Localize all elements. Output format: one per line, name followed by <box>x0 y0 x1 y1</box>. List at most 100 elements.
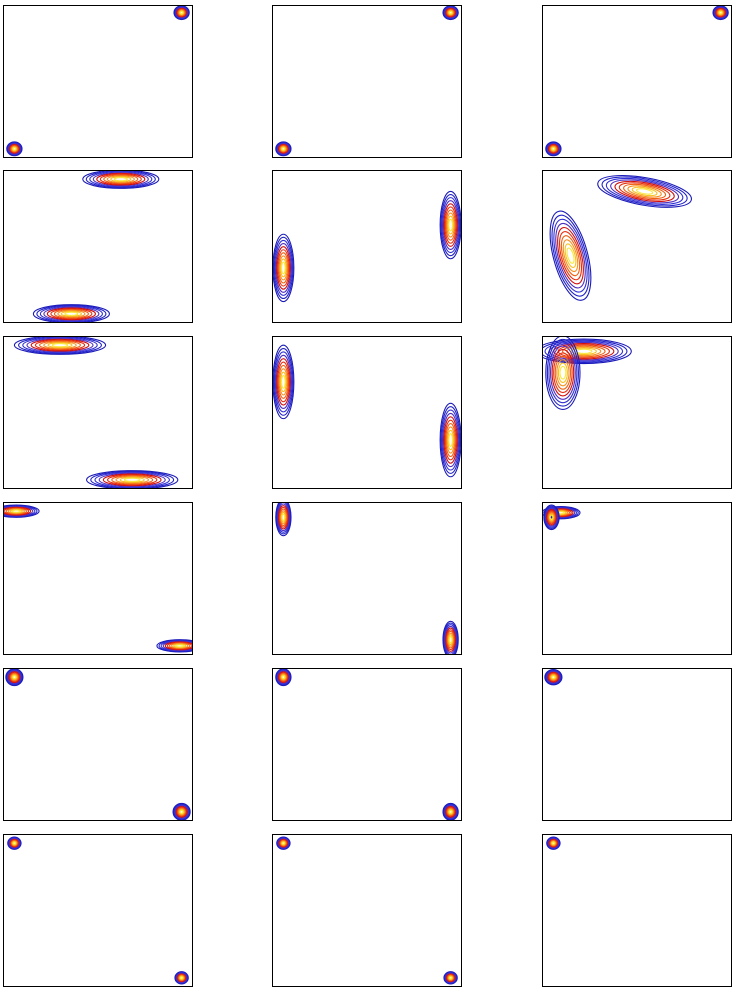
contour-line <box>549 514 554 520</box>
contour-line <box>445 423 456 458</box>
panel-frame <box>542 668 732 821</box>
contour-line <box>177 807 186 817</box>
contour-line <box>274 351 293 413</box>
contour-line <box>448 975 453 980</box>
contour-line <box>9 509 23 514</box>
contour-line <box>174 971 189 985</box>
contour-panel <box>542 5 732 158</box>
contour-line <box>713 6 728 19</box>
contour-line <box>546 836 561 850</box>
contour-line <box>549 673 558 682</box>
contour-line <box>178 809 185 815</box>
panel-background <box>542 5 732 158</box>
contour-line <box>280 511 286 523</box>
contour-line <box>546 338 579 407</box>
contour-line <box>160 640 193 652</box>
contour-line <box>548 144 559 154</box>
contour-line <box>98 472 166 488</box>
contour-line <box>715 7 726 18</box>
contour-line <box>545 669 562 685</box>
contour-line <box>176 806 187 817</box>
contour-panel <box>3 834 193 987</box>
contour-line <box>446 9 455 17</box>
contour-line <box>39 340 81 350</box>
contour-line <box>546 510 557 525</box>
contour-line <box>560 235 581 277</box>
panel-frame <box>542 5 732 158</box>
contour-line <box>548 672 559 682</box>
contour-line <box>92 171 149 187</box>
contour-panel <box>272 336 462 489</box>
contour-line <box>277 143 290 155</box>
contour-line <box>281 513 286 522</box>
contour-line <box>51 343 69 348</box>
contour-line <box>446 807 455 817</box>
panel-frame <box>542 834 732 987</box>
contour-line <box>173 643 187 648</box>
contour-line <box>275 243 292 293</box>
contour-line <box>26 337 94 353</box>
contour-line <box>550 146 556 152</box>
contour-line <box>447 9 454 16</box>
contour-line <box>631 186 658 197</box>
contour-line <box>273 236 294 300</box>
contour-line <box>547 511 556 524</box>
contour-line <box>279 255 288 281</box>
contour-line <box>3 505 38 518</box>
contour-line <box>444 419 457 461</box>
contour-line <box>718 10 723 15</box>
contour-line <box>278 144 289 154</box>
contour-line <box>111 475 154 485</box>
contour-line <box>545 141 562 157</box>
contour-line <box>544 505 559 529</box>
contour-line <box>280 371 287 393</box>
contour-line <box>53 309 89 319</box>
contour-line <box>443 416 458 464</box>
contour-line <box>175 971 189 984</box>
contour-line <box>10 673 18 681</box>
contour-line <box>549 839 558 848</box>
contour-line <box>448 634 454 646</box>
contour-line <box>278 252 289 284</box>
contour-line <box>557 226 584 285</box>
panel-background <box>272 668 462 821</box>
contour-line <box>276 358 291 406</box>
contour-line <box>11 146 17 152</box>
contour-line <box>281 261 286 275</box>
panel-frame <box>542 170 732 323</box>
contour-line <box>280 674 286 680</box>
contour-line <box>610 179 680 204</box>
contour-line <box>10 672 19 682</box>
contour-line <box>280 145 287 152</box>
contour-line <box>448 10 453 15</box>
contour-line <box>544 340 624 362</box>
contour-line <box>445 972 456 983</box>
contour-panel <box>272 668 462 821</box>
contour-line <box>110 176 132 183</box>
contour-line <box>277 249 290 287</box>
contour-line <box>554 355 572 390</box>
contour-line <box>7 142 22 155</box>
contour-line <box>558 231 583 281</box>
contour-line <box>448 433 453 447</box>
contour-line <box>551 348 575 397</box>
contour-line <box>7 836 22 850</box>
panel-frame <box>542 502 732 655</box>
contour-line <box>174 6 189 19</box>
contour-line <box>549 145 558 153</box>
contour-line <box>448 635 453 644</box>
contour-line <box>43 341 77 349</box>
panel-background <box>542 502 732 655</box>
contour-line <box>277 670 290 684</box>
contour-line <box>281 675 286 680</box>
contour-line <box>179 976 184 980</box>
panel-background <box>542 834 732 987</box>
contour-line <box>548 143 559 154</box>
contour-line <box>279 672 288 682</box>
contour-line <box>547 671 560 683</box>
contour-line <box>107 474 158 486</box>
contour-line <box>177 9 186 17</box>
contour-line <box>278 505 289 530</box>
contour-line <box>280 673 287 681</box>
